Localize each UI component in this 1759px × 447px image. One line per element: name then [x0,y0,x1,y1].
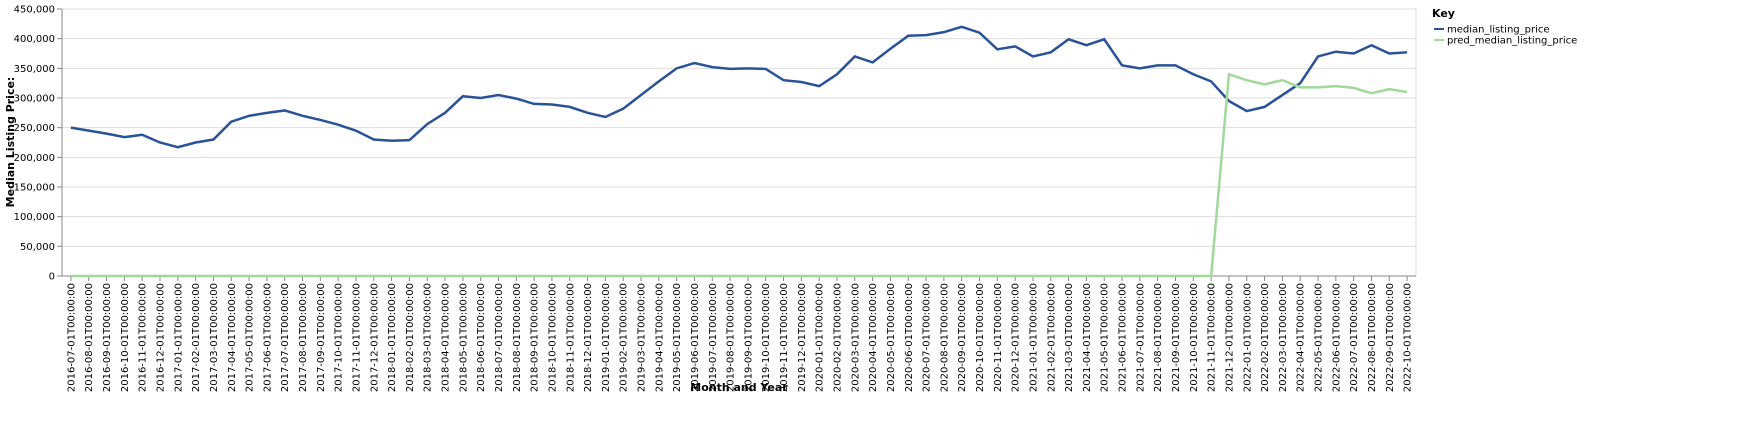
x-tick-label: 2018-08-01T00:00:00 [512,283,523,392]
x-tick-label: 2022-06-01T00:00:00 [1331,283,1342,392]
x-tick-label: 2016-07-01T00:00:00 [66,283,77,392]
x-tick-label: 2016-10-01T00:00:00 [120,283,131,392]
x-tick-label: 2019-12-01T00:00:00 [797,283,808,392]
legend-label: pred_median_listing_price [1447,36,1577,47]
x-tick-label: 2017-10-01T00:00:00 [334,283,345,392]
x-tick-label: 2019-04-01T00:00:00 [654,283,665,392]
y-axis-title: Median Listing Price: [4,77,17,208]
y-tick-label: 350,000 [14,64,55,75]
y-tick-label: 400,000 [14,34,55,45]
x-tick-label: 2017-06-01T00:00:00 [262,283,273,392]
y-tick-label: 50,000 [20,242,55,253]
x-tick-label: 2019-10-01T00:00:00 [761,283,772,392]
x-tick-label: 2021-06-01T00:00:00 [1118,283,1129,392]
y-tick-label: 0 [49,272,55,283]
x-tick-label: 2021-02-01T00:00:00 [1046,283,1057,392]
x-tick-label: 2020-12-01T00:00:00 [1011,283,1022,392]
x-tick-label: 2020-01-01T00:00:00 [815,283,826,392]
x-tick-label: 2021-08-01T00:00:00 [1153,283,1164,392]
series-line [70,25,1408,149]
x-tick-label: 2018-12-01T00:00:00 [583,283,594,392]
x-tick-label: 2020-02-01T00:00:00 [832,283,843,392]
x-tick-label: 2020-05-01T00:00:00 [886,283,897,392]
x-tick-label: 2022-07-01T00:00:00 [1349,283,1360,392]
series-line [70,72,1408,278]
x-tick-label: 2017-04-01T00:00:00 [227,283,238,392]
x-tick-label: 2017-08-01T00:00:00 [298,283,309,392]
x-tick-label: 2020-06-01T00:00:00 [904,283,915,392]
x-tick-label: 2020-07-01T00:00:00 [922,283,933,392]
x-tick-label: 2018-04-01T00:00:00 [441,283,452,392]
x-tick-label: 2017-03-01T00:00:00 [209,283,220,392]
x-tick-label: 2019-06-01T00:00:00 [690,283,701,392]
x-tick-label: 2020-11-01T00:00:00 [993,283,1004,392]
x-tick-label: 2019-08-01T00:00:00 [726,283,737,392]
x-tick-label: 2021-11-01T00:00:00 [1207,283,1218,392]
x-tick-label: 2022-04-01T00:00:00 [1296,283,1307,392]
y-tick-label: 450,000 [14,5,55,16]
x-tick-label: 2022-03-01T00:00:00 [1278,283,1289,392]
x-tick-label: 2022-05-01T00:00:00 [1314,283,1325,392]
x-tick-label: 2021-03-01T00:00:00 [1064,283,1075,392]
x-tick-label: 2017-07-01T00:00:00 [280,283,291,392]
x-tick-label: 2016-08-01T00:00:00 [84,283,95,392]
legend-title: Key [1432,7,1455,20]
x-tick-label: 2022-10-01T00:00:00 [1403,283,1414,392]
x-tick-label: 2018-05-01T00:00:00 [458,283,469,392]
x-tick-label: 2020-03-01T00:00:00 [850,283,861,392]
x-tick-label: 2016-09-01T00:00:00 [102,283,113,392]
y-tick-label: 300,000 [14,94,55,105]
x-tick-label: 2017-01-01T00:00:00 [173,283,184,392]
x-tick-label: 2021-12-01T00:00:00 [1224,283,1235,392]
x-tick-label: 2022-09-01T00:00:00 [1385,283,1396,392]
x-tick-label: 2017-11-01T00:00:00 [351,283,362,392]
x-tick-label: 2019-09-01T00:00:00 [743,283,754,392]
x-tick-label: 2020-10-01T00:00:00 [975,283,986,392]
x-tick-label: 2020-04-01T00:00:00 [868,283,879,392]
x-tick-label: 2017-09-01T00:00:00 [316,283,327,392]
x-tick-label: 2021-05-01T00:00:00 [1100,283,1111,392]
x-tick-label: 2018-07-01T00:00:00 [494,283,505,392]
x-tick-label: 2019-02-01T00:00:00 [619,283,630,392]
y-tick-label: 150,000 [14,183,55,194]
x-tick-label: 2020-08-01T00:00:00 [939,283,950,392]
x-tick-label: 2019-11-01T00:00:00 [779,283,790,392]
x-tick-label: 2017-05-01T00:00:00 [245,283,256,392]
x-tick-label: 2019-03-01T00:00:00 [637,283,648,392]
x-tick-label: 2021-09-01T00:00:00 [1171,283,1182,392]
x-tick-label: 2016-11-01T00:00:00 [138,283,149,392]
x-tick-label: 2022-01-01T00:00:00 [1242,283,1253,392]
x-tick-label: 2022-02-01T00:00:00 [1260,283,1271,392]
x-tick-label: 2018-01-01T00:00:00 [387,283,398,392]
x-tick-label: 2020-09-01T00:00:00 [957,283,968,392]
x-tick-label: 2018-11-01T00:00:00 [565,283,576,392]
x-tick-label: 2018-03-01T00:00:00 [423,283,434,392]
plot-frame [61,8,1417,277]
x-tick-label: 2019-05-01T00:00:00 [672,283,683,392]
x-tick-label: 2021-07-01T00:00:00 [1135,283,1146,392]
x-tick-label: 2018-10-01T00:00:00 [547,283,558,392]
x-axis-title: Month and Year [690,381,788,394]
x-tick-label: 2017-12-01T00:00:00 [369,283,380,392]
x-tick-label: 2018-02-01T00:00:00 [405,283,416,392]
x-tick-label: 2022-08-01T00:00:00 [1367,283,1378,392]
x-tick-label: 2018-09-01T00:00:00 [530,283,541,392]
x-tick-label: 2019-01-01T00:00:00 [601,283,612,392]
legend-label: median_listing_price [1447,25,1550,36]
x-tick-label: 2021-04-01T00:00:00 [1082,283,1093,392]
x-tick-label: 2019-07-01T00:00:00 [708,283,719,392]
x-tick-label: 2021-10-01T00:00:00 [1189,283,1200,392]
x-tick-label: 2021-01-01T00:00:00 [1028,283,1039,392]
y-tick-label: 100,000 [14,212,55,223]
y-tick-label: 250,000 [14,123,55,134]
x-tick-label: 2016-12-01T00:00:00 [155,283,166,392]
x-tick-label: 2017-02-01T00:00:00 [191,283,202,392]
y-tick-label: 200,000 [14,153,55,164]
x-tick-label: 2018-06-01T00:00:00 [476,283,487,392]
